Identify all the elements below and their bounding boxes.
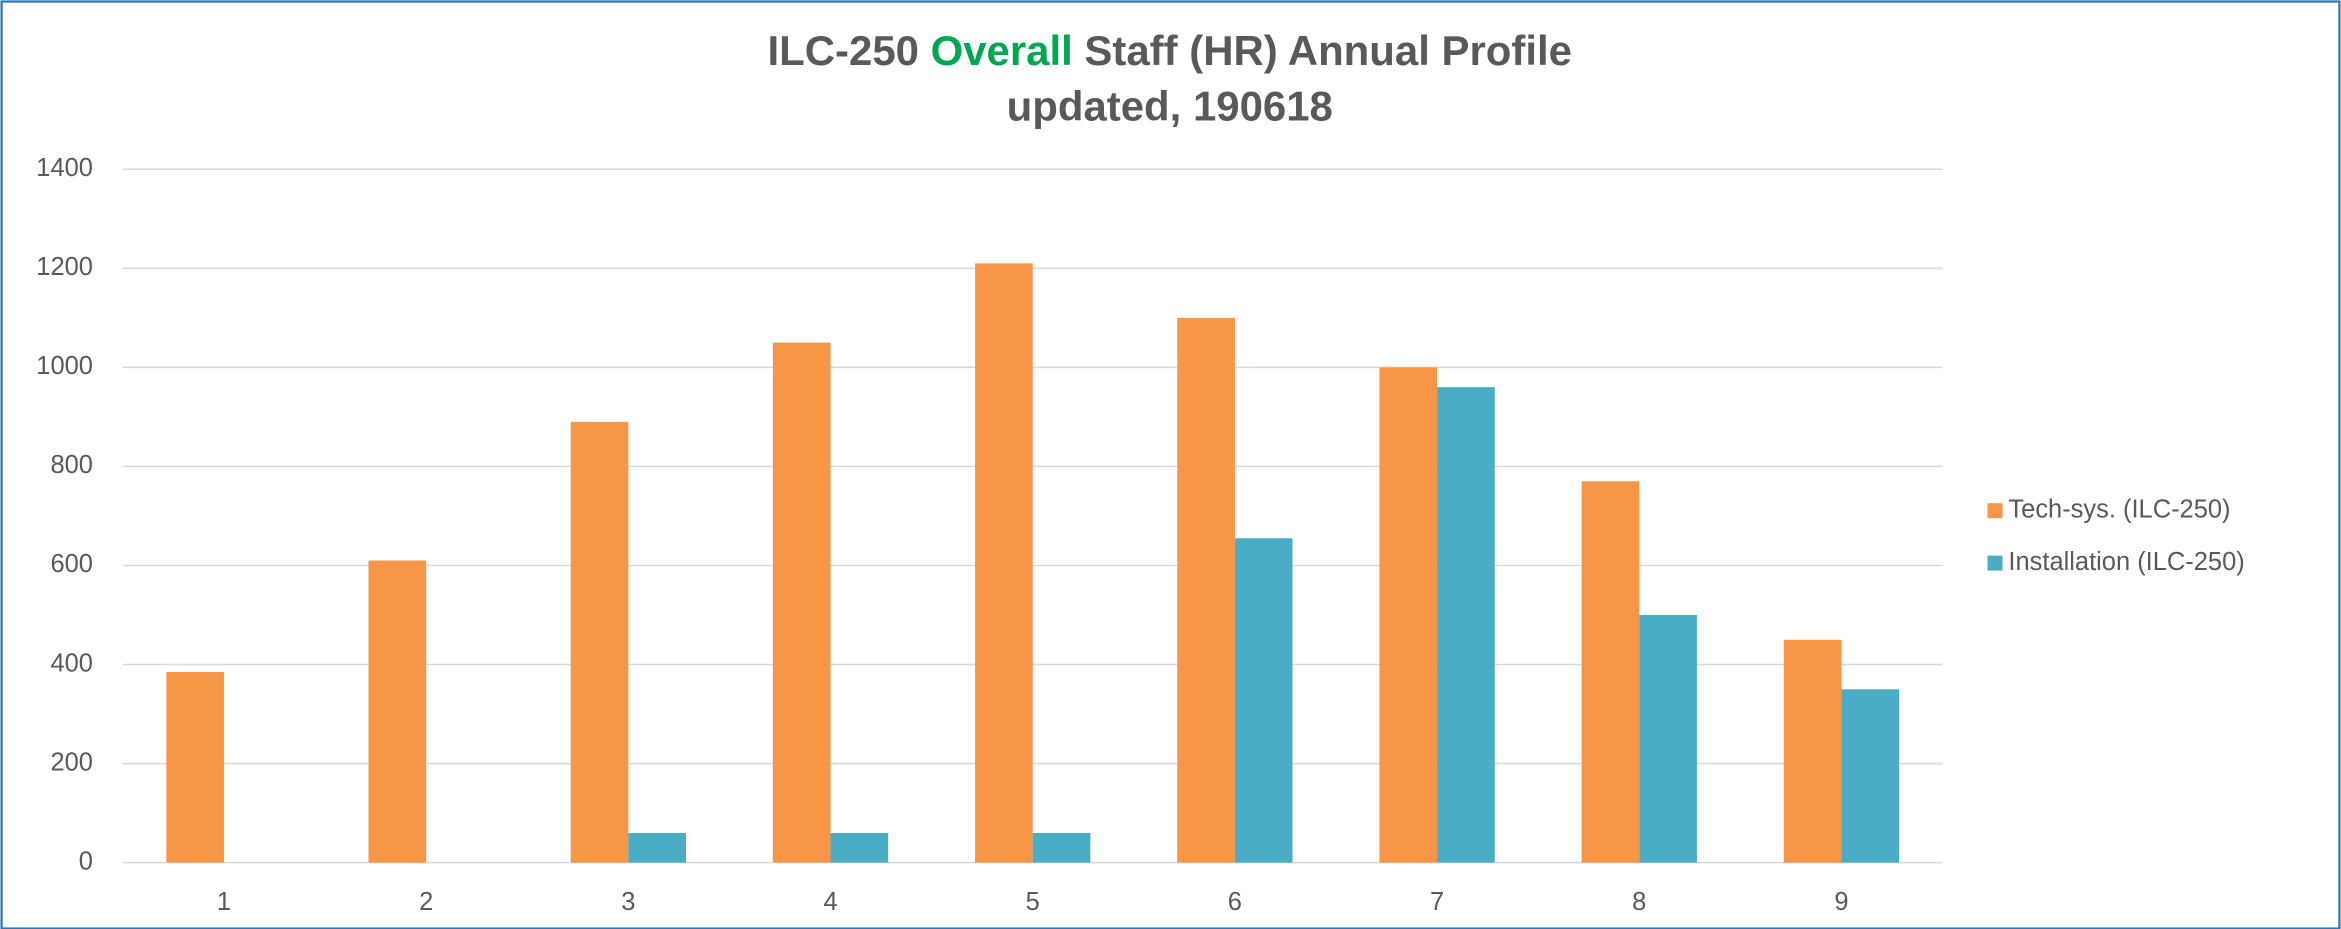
y-tick-label: 400: [50, 649, 92, 677]
chart-title: ILC-250 Overall Staff (HR) Annual Profil…: [768, 27, 1572, 74]
chart-subtitle: updated, 190618: [1007, 82, 1333, 129]
bar: [830, 832, 889, 863]
bar: [368, 560, 427, 863]
y-tick-label: 1400: [36, 154, 93, 182]
x-tick-label: 5: [1026, 888, 1040, 916]
x-tick-label: 7: [1430, 888, 1444, 916]
legend-swatch: [1987, 503, 2003, 519]
y-tick-label: 600: [50, 550, 92, 578]
legend-swatch: [1987, 555, 2003, 571]
bar: [1234, 538, 1293, 863]
title-part: Staff (HR) Annual Profile: [1073, 27, 1572, 74]
bar: [1032, 832, 1091, 863]
bar: [166, 671, 224, 863]
bar: [1639, 615, 1697, 863]
x-tick-label: 1: [217, 888, 231, 916]
bar: [1841, 689, 1900, 863]
bar: [772, 342, 831, 863]
y-tick-label: 1000: [36, 352, 93, 380]
x-tick-label: 9: [1834, 888, 1848, 916]
bar: [1581, 481, 1640, 863]
y-tick-label: 1200: [36, 253, 93, 281]
legend-label: Installation (ILC-250): [2008, 548, 2244, 576]
title-part: ILC-250: [768, 27, 931, 74]
y-tick-label: 800: [50, 451, 92, 479]
x-tick-label: 6: [1228, 888, 1242, 916]
title-highlight: Overall: [931, 27, 1073, 74]
bar: [570, 421, 629, 863]
y-tick-label: 0: [79, 847, 93, 875]
bar: [1437, 387, 1495, 863]
bar: [1177, 317, 1235, 863]
x-tick-label: 8: [1632, 888, 1646, 916]
x-tick-label: 2: [419, 888, 433, 916]
bar: [975, 263, 1033, 863]
bar: [1379, 367, 1438, 863]
bar: [1783, 639, 1842, 863]
x-tick-label: 3: [621, 888, 635, 916]
legend-label: Tech-sys. (ILC-250): [2008, 495, 2230, 523]
y-tick-label: 200: [50, 748, 92, 776]
x-tick-label: 4: [823, 888, 837, 916]
bar: [628, 832, 687, 863]
